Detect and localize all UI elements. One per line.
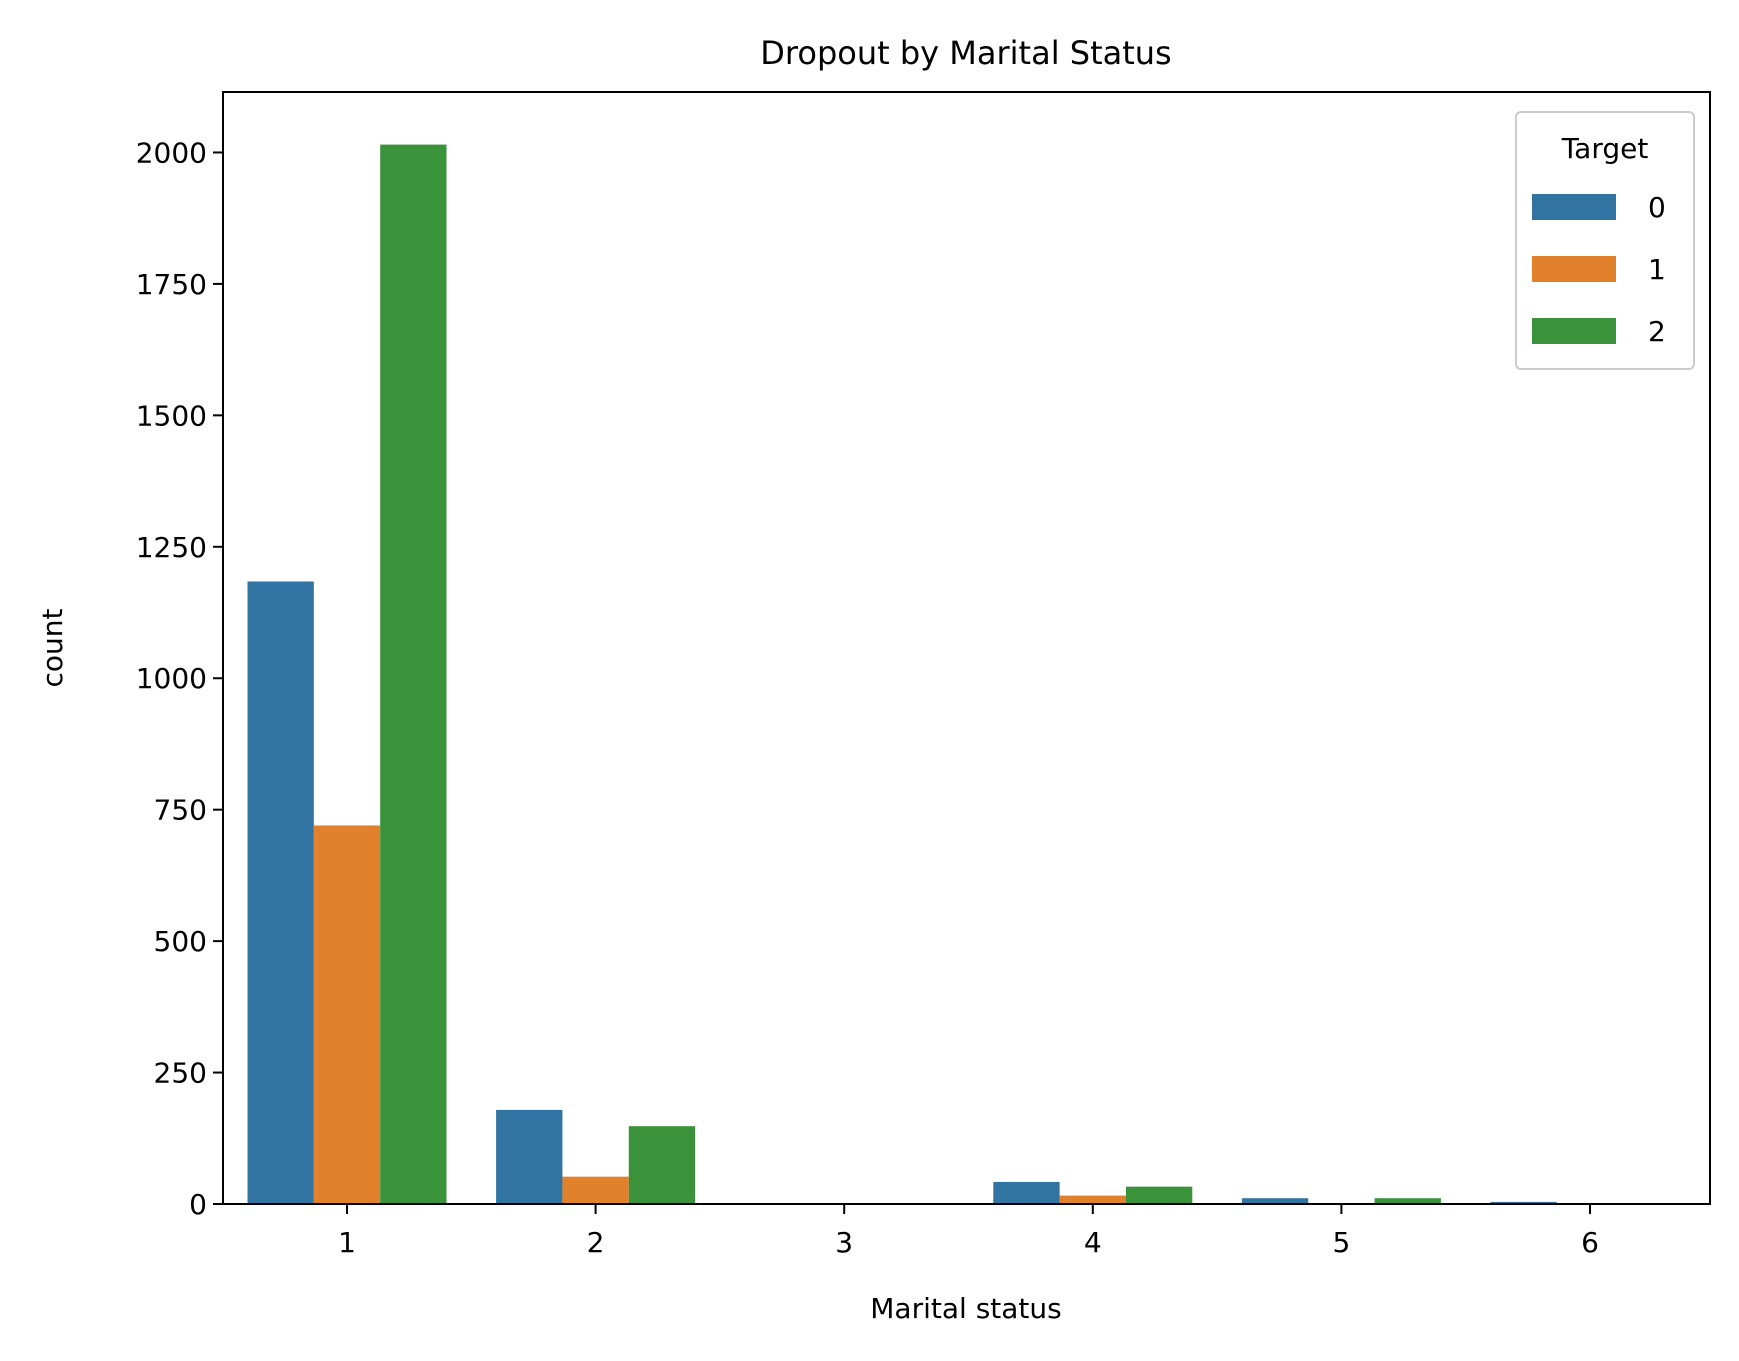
bar-target-0-status-4 [993,1181,1060,1204]
chart-title: Dropout by Marital Status [760,34,1171,72]
x-tick-label: 2 [587,1226,605,1259]
y-tick-label: 1750 [136,268,207,301]
bar-target-2-status-4 [1125,1186,1193,1204]
y-tick-label: 0 [189,1188,207,1221]
bar-target-2-status-1 [380,144,447,1205]
bar-target-1-status-4 [1059,1195,1126,1204]
y-tick-label: 250 [154,1057,207,1090]
x-tick-label: 5 [1332,1226,1350,1259]
legend-label-2: 2 [1648,315,1666,348]
legend-swatch-0 [1532,194,1616,220]
y-tick-label: 1250 [136,531,207,564]
bar-target-2-status-2 [628,1126,696,1204]
plot-frame [222,91,1711,1205]
bar-target-0-status-6 [1490,1201,1557,1204]
legend: Target 0 1 2 [1515,111,1695,370]
y-axis-label: count [36,608,69,687]
legend-swatch-2 [1532,318,1616,344]
y-tick-label: 750 [154,794,207,827]
x-tick-label: 1 [338,1226,356,1259]
bar-target-0-status-5 [1241,1198,1309,1204]
legend-label-1: 1 [1648,253,1666,286]
y-tick-label: 2000 [136,136,207,169]
legend-box [1515,111,1695,370]
bar-target-0-status-1 [247,581,314,1204]
bar-target-1-status-1 [313,825,381,1204]
y-axis: 0 250 500 750 1000 1250 1500 1750 2000 [136,136,223,1221]
legend-label-0: 0 [1648,191,1666,224]
bar-target-0-status-2 [496,1109,563,1204]
x-axis: 1 2 3 4 5 6 [338,1204,1599,1259]
x-axis-label: Marital status [870,1292,1061,1325]
x-tick-label: 6 [1581,1226,1599,1259]
y-tick-label: 1000 [136,662,207,695]
x-tick-label: 3 [835,1226,853,1259]
bars-layer [247,144,1557,1205]
bar-target-1-status-2 [562,1176,629,1204]
bar-target-2-status-5 [1374,1198,1441,1204]
y-tick-label: 500 [154,925,207,958]
y-tick-label: 1500 [136,399,207,432]
x-tick-label: 4 [1084,1226,1102,1259]
legend-swatch-1 [1532,256,1616,282]
legend-title: Target [1561,132,1649,165]
